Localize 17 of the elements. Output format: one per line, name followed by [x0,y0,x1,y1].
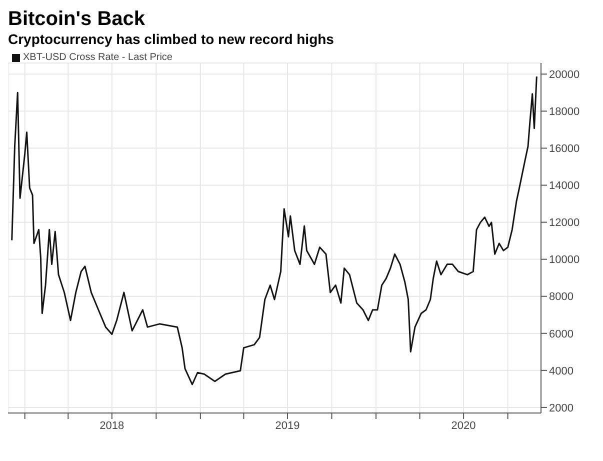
y-tick-label: 8000 [549,291,574,304]
legend-label: XBT-USD Cross Rate - Last Price [22,52,172,63]
y-tick-label: 16000 [549,143,580,156]
y-tick-label: 6000 [549,328,574,340]
y-tick-label: 18000 [549,106,580,118]
x-tick-label: 2020 [451,420,476,432]
y-tick-label: 12000 [549,217,580,230]
chart-title: Bitcoin's Back [8,8,146,30]
y-tick-label: 20000 [549,69,580,82]
line-series [11,76,538,386]
x-tick-label: 2018 [100,420,124,432]
y-tick-label: 2000 [549,402,574,414]
chart-subtitle: Cryptocurrency has climbed to new record highs [8,30,335,48]
y-tick-label: 10000 [549,254,580,266]
y-tick-label: 14000 [549,180,580,192]
y-tick-label: 4000 [549,365,574,378]
x-tick-label: 2019 [275,420,300,432]
